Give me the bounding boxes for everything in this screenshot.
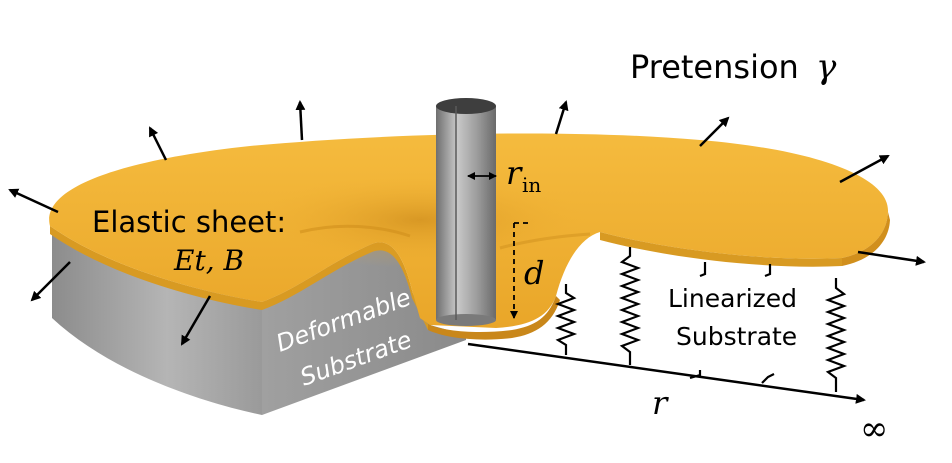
indenter-rod bbox=[436, 98, 496, 326]
pretension-label: Pretension bbox=[630, 48, 799, 86]
linearized-springs bbox=[554, 247, 848, 392]
pretension-arrows bbox=[8, 100, 926, 346]
pretension-arrow bbox=[180, 295, 212, 346]
depth-label: d bbox=[524, 254, 544, 292]
sheet-params-label: Et, B bbox=[173, 244, 244, 277]
pretension-arrow bbox=[148, 126, 168, 161]
deformable-substrate-block bbox=[52, 228, 466, 415]
pretension-arrow bbox=[554, 100, 569, 135]
r-in-label-sub: in bbox=[522, 173, 541, 197]
elastic-sheet-label: Elastic sheet: bbox=[92, 205, 286, 239]
r-in-label-main: r bbox=[506, 154, 523, 192]
pretension-symbol: γ bbox=[816, 47, 837, 87]
pretension-arrow bbox=[857, 250, 926, 266]
pretension-arrow bbox=[295, 100, 306, 141]
linearized-substrate-label-line2: Substrate bbox=[676, 322, 797, 351]
pretension-arrow bbox=[8, 188, 59, 214]
radius-label: r bbox=[652, 384, 669, 422]
infinity-label: ∞ bbox=[860, 409, 888, 449]
depth-indicator bbox=[510, 222, 530, 319]
radius-axis bbox=[467, 342, 866, 404]
pretension-arrow bbox=[30, 261, 71, 302]
linearized-substrate-label-line1: Linearized bbox=[668, 284, 797, 313]
pretension-arrow bbox=[839, 154, 890, 184]
pretension-arrow bbox=[699, 116, 730, 147]
